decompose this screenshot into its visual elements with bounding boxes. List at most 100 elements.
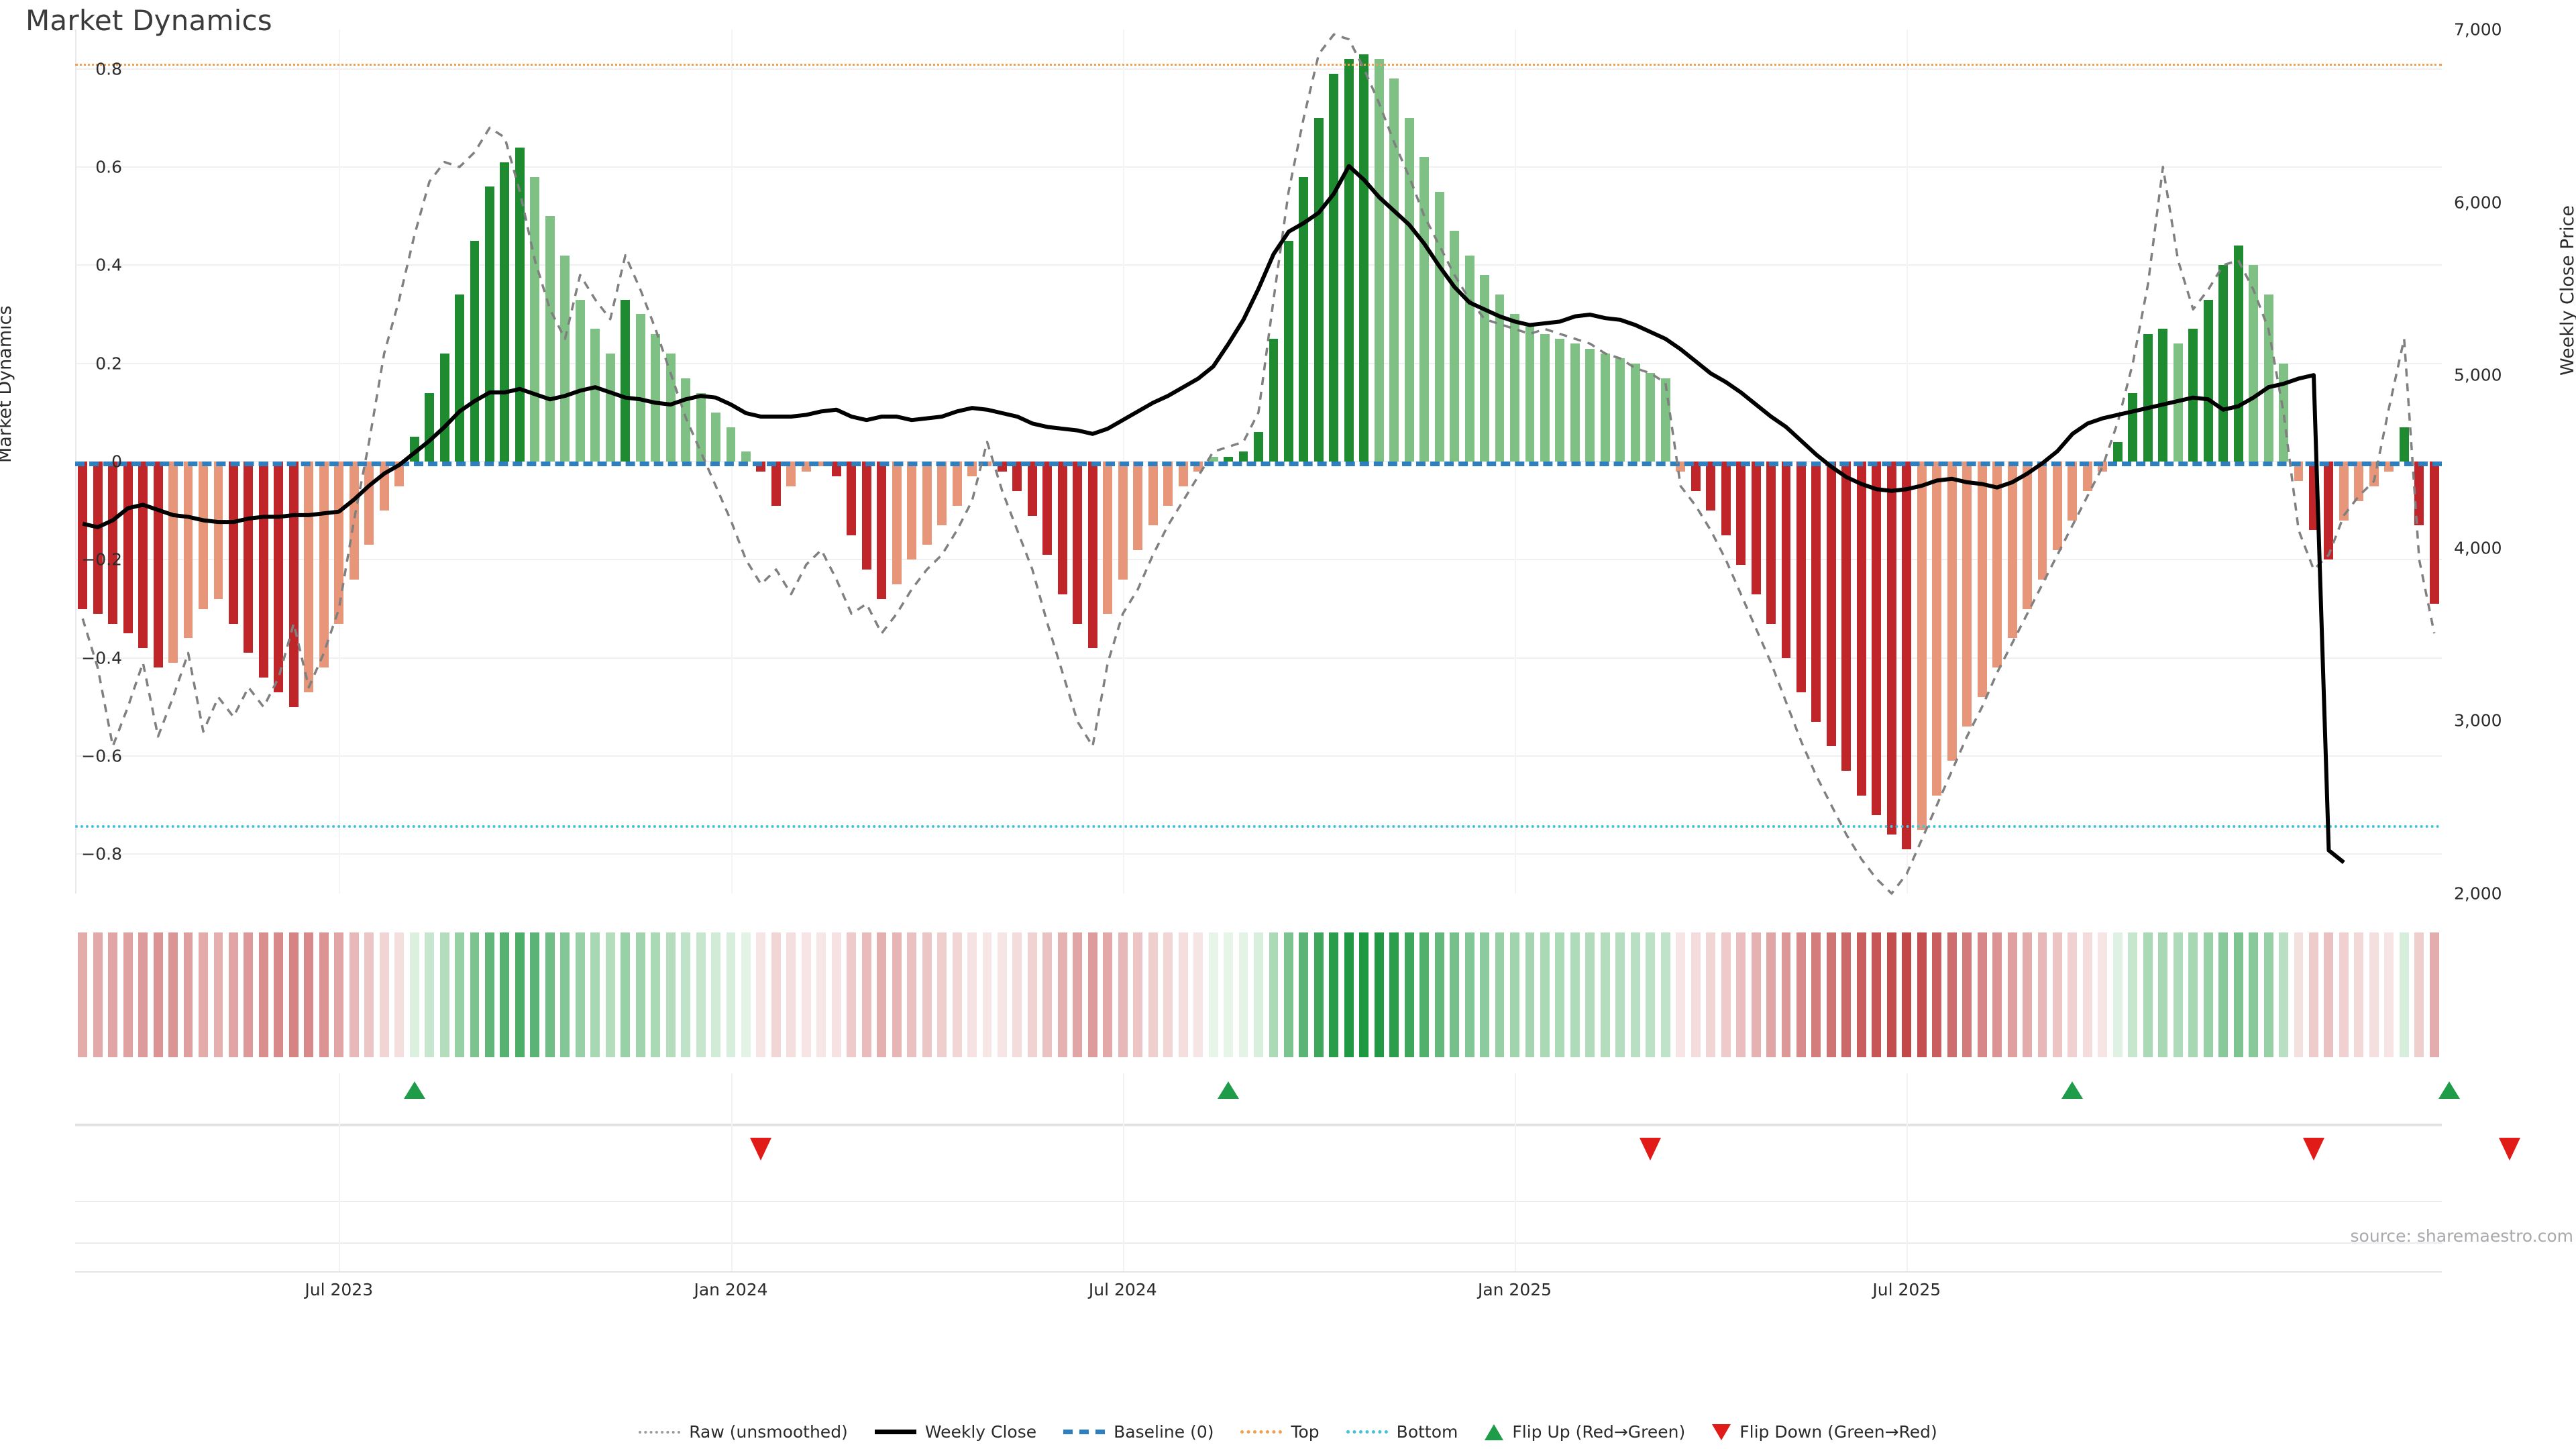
- heat-cell: [1163, 932, 1173, 1057]
- dynamics-bar: [1178, 462, 1188, 486]
- dynamics-bar: [1224, 456, 1233, 462]
- dynamics-bar: [1254, 432, 1263, 462]
- dynamics-bar: [1706, 462, 1716, 511]
- y-tick-left: 0.8: [95, 59, 122, 79]
- heat-cell: [2324, 932, 2334, 1057]
- flip-down-marker-icon: [2499, 1138, 2521, 1161]
- regime-heat-strip: [75, 932, 2442, 1057]
- heat-cell: [711, 932, 720, 1057]
- dynamics-bar: [2218, 265, 2229, 462]
- dynamics-bar: [1992, 462, 2002, 668]
- dynamics-bar: [922, 462, 932, 545]
- heat-cell: [1721, 932, 1731, 1057]
- dynamics-bar: [1012, 462, 1022, 491]
- dynamics-bar: [2339, 462, 2349, 521]
- flip-down-marker-icon: [1640, 1138, 1662, 1161]
- heat-cell: [484, 932, 494, 1057]
- heat-cell: [831, 932, 841, 1057]
- dynamics-bar: [1359, 54, 1369, 462]
- legend-swatch-dotted-orange-icon: [1240, 1430, 1283, 1434]
- dynamics-bar: [455, 294, 464, 462]
- legend-swatch-solid-black-icon: [874, 1430, 916, 1434]
- heat-cell: [801, 932, 811, 1057]
- dynamics-bar: [1269, 339, 1279, 462]
- dynamics-bar: [847, 462, 857, 535]
- heat-cell: [1238, 932, 1248, 1057]
- heat-cell: [1208, 932, 1218, 1057]
- heat-cell: [2112, 932, 2123, 1057]
- dynamics-bar: [199, 462, 208, 609]
- heat-cell: [696, 932, 706, 1057]
- heat-cell: [635, 932, 645, 1057]
- y-tick-left: −0.2: [81, 549, 122, 570]
- legend-item-1[interactable]: Weekly Close: [874, 1422, 1036, 1442]
- dynamics-bar: [907, 462, 917, 560]
- dynamics-bar: [1042, 462, 1053, 555]
- dynamics-bar: [1329, 73, 1339, 462]
- heat-cell: [1073, 932, 1083, 1057]
- dynamics-bar: [1630, 363, 1640, 462]
- heat-cell: [2023, 932, 2032, 1057]
- x-tick-label: Jul 2023: [305, 1280, 374, 1299]
- heat-cell: [967, 932, 977, 1057]
- dynamics-bar: [2263, 294, 2273, 462]
- y-axis-right-label: Weekly Close Price: [2557, 205, 2576, 376]
- heat-cell: [1419, 932, 1430, 1057]
- x-tick-label: Jul 2025: [1872, 1280, 1941, 1299]
- gridline-y-2: [75, 264, 2442, 266]
- heat-cell: [2309, 932, 2318, 1057]
- heat-cell: [364, 932, 374, 1057]
- legend-label: Bottom: [1396, 1422, 1458, 1442]
- legend-item-4[interactable]: Bottom: [1346, 1422, 1458, 1442]
- legend-item-2[interactable]: Baseline (0): [1063, 1422, 1214, 1442]
- main-plot-area: [75, 30, 2442, 895]
- legend-item-3[interactable]: Top: [1240, 1422, 1320, 1442]
- heat-cell: [892, 932, 902, 1057]
- dynamics-bar: [1283, 240, 1293, 462]
- heat-cell: [1027, 932, 1037, 1057]
- dynamics-bar: [153, 462, 163, 668]
- heat-cell: [1510, 932, 1519, 1057]
- dynamics-bar: [1932, 462, 1942, 796]
- heat-cell: [500, 932, 510, 1057]
- dynamics-bar: [1902, 462, 1912, 850]
- y-tick-left: −0.8: [81, 844, 122, 864]
- dynamics-bar: [108, 462, 118, 624]
- bottom-band-line: [75, 824, 2442, 828]
- heat-cell: [2218, 932, 2229, 1057]
- heat-cell: [1600, 932, 1610, 1057]
- heat-cell: [2249, 932, 2259, 1057]
- heat-cell: [1269, 932, 1279, 1057]
- y-tick-left: 0.6: [95, 157, 122, 177]
- flip-up-marker-icon: [2061, 1081, 2084, 1099]
- heat-cell: [2263, 932, 2273, 1057]
- legend-item-6[interactable]: Flip Down (Green→Red): [1712, 1422, 1937, 1442]
- y-tick-right: 4,000: [2454, 538, 2502, 558]
- heat-cell: [952, 932, 962, 1057]
- dynamics-bar: [1087, 462, 1097, 649]
- dynamics-bar: [1118, 462, 1128, 580]
- dynamics-bar: [1721, 462, 1731, 535]
- dynamics-bar: [2143, 333, 2153, 462]
- dynamics-bar: [2158, 329, 2168, 462]
- heat-cell: [1872, 932, 1882, 1057]
- heat-cell: [575, 932, 585, 1057]
- dynamics-bar: [2294, 462, 2304, 482]
- dynamics-bar: [711, 412, 720, 462]
- plot-inner: [75, 30, 2442, 894]
- heat-cell: [1630, 932, 1640, 1057]
- heat-cell: [1525, 932, 1535, 1057]
- heat-cell: [2082, 932, 2092, 1057]
- legend-item-5[interactable]: Flip Up (Red→Green): [1485, 1422, 1685, 1442]
- dynamics-bar: [1600, 354, 1610, 462]
- dynamics-bar: [1480, 274, 1490, 462]
- legend-item-0[interactable]: Raw (unsmoothed): [639, 1422, 848, 1442]
- heat-cell: [847, 932, 857, 1057]
- dynamics-bar: [2053, 462, 2062, 550]
- flip-marker-rows: [75, 1073, 2521, 1174]
- heat-cell: [274, 932, 284, 1057]
- heat-cell: [334, 932, 344, 1057]
- heat-cell: [1781, 932, 1791, 1057]
- heat-cell: [1947, 932, 1957, 1057]
- flip-up-marker-icon: [1218, 1081, 1240, 1099]
